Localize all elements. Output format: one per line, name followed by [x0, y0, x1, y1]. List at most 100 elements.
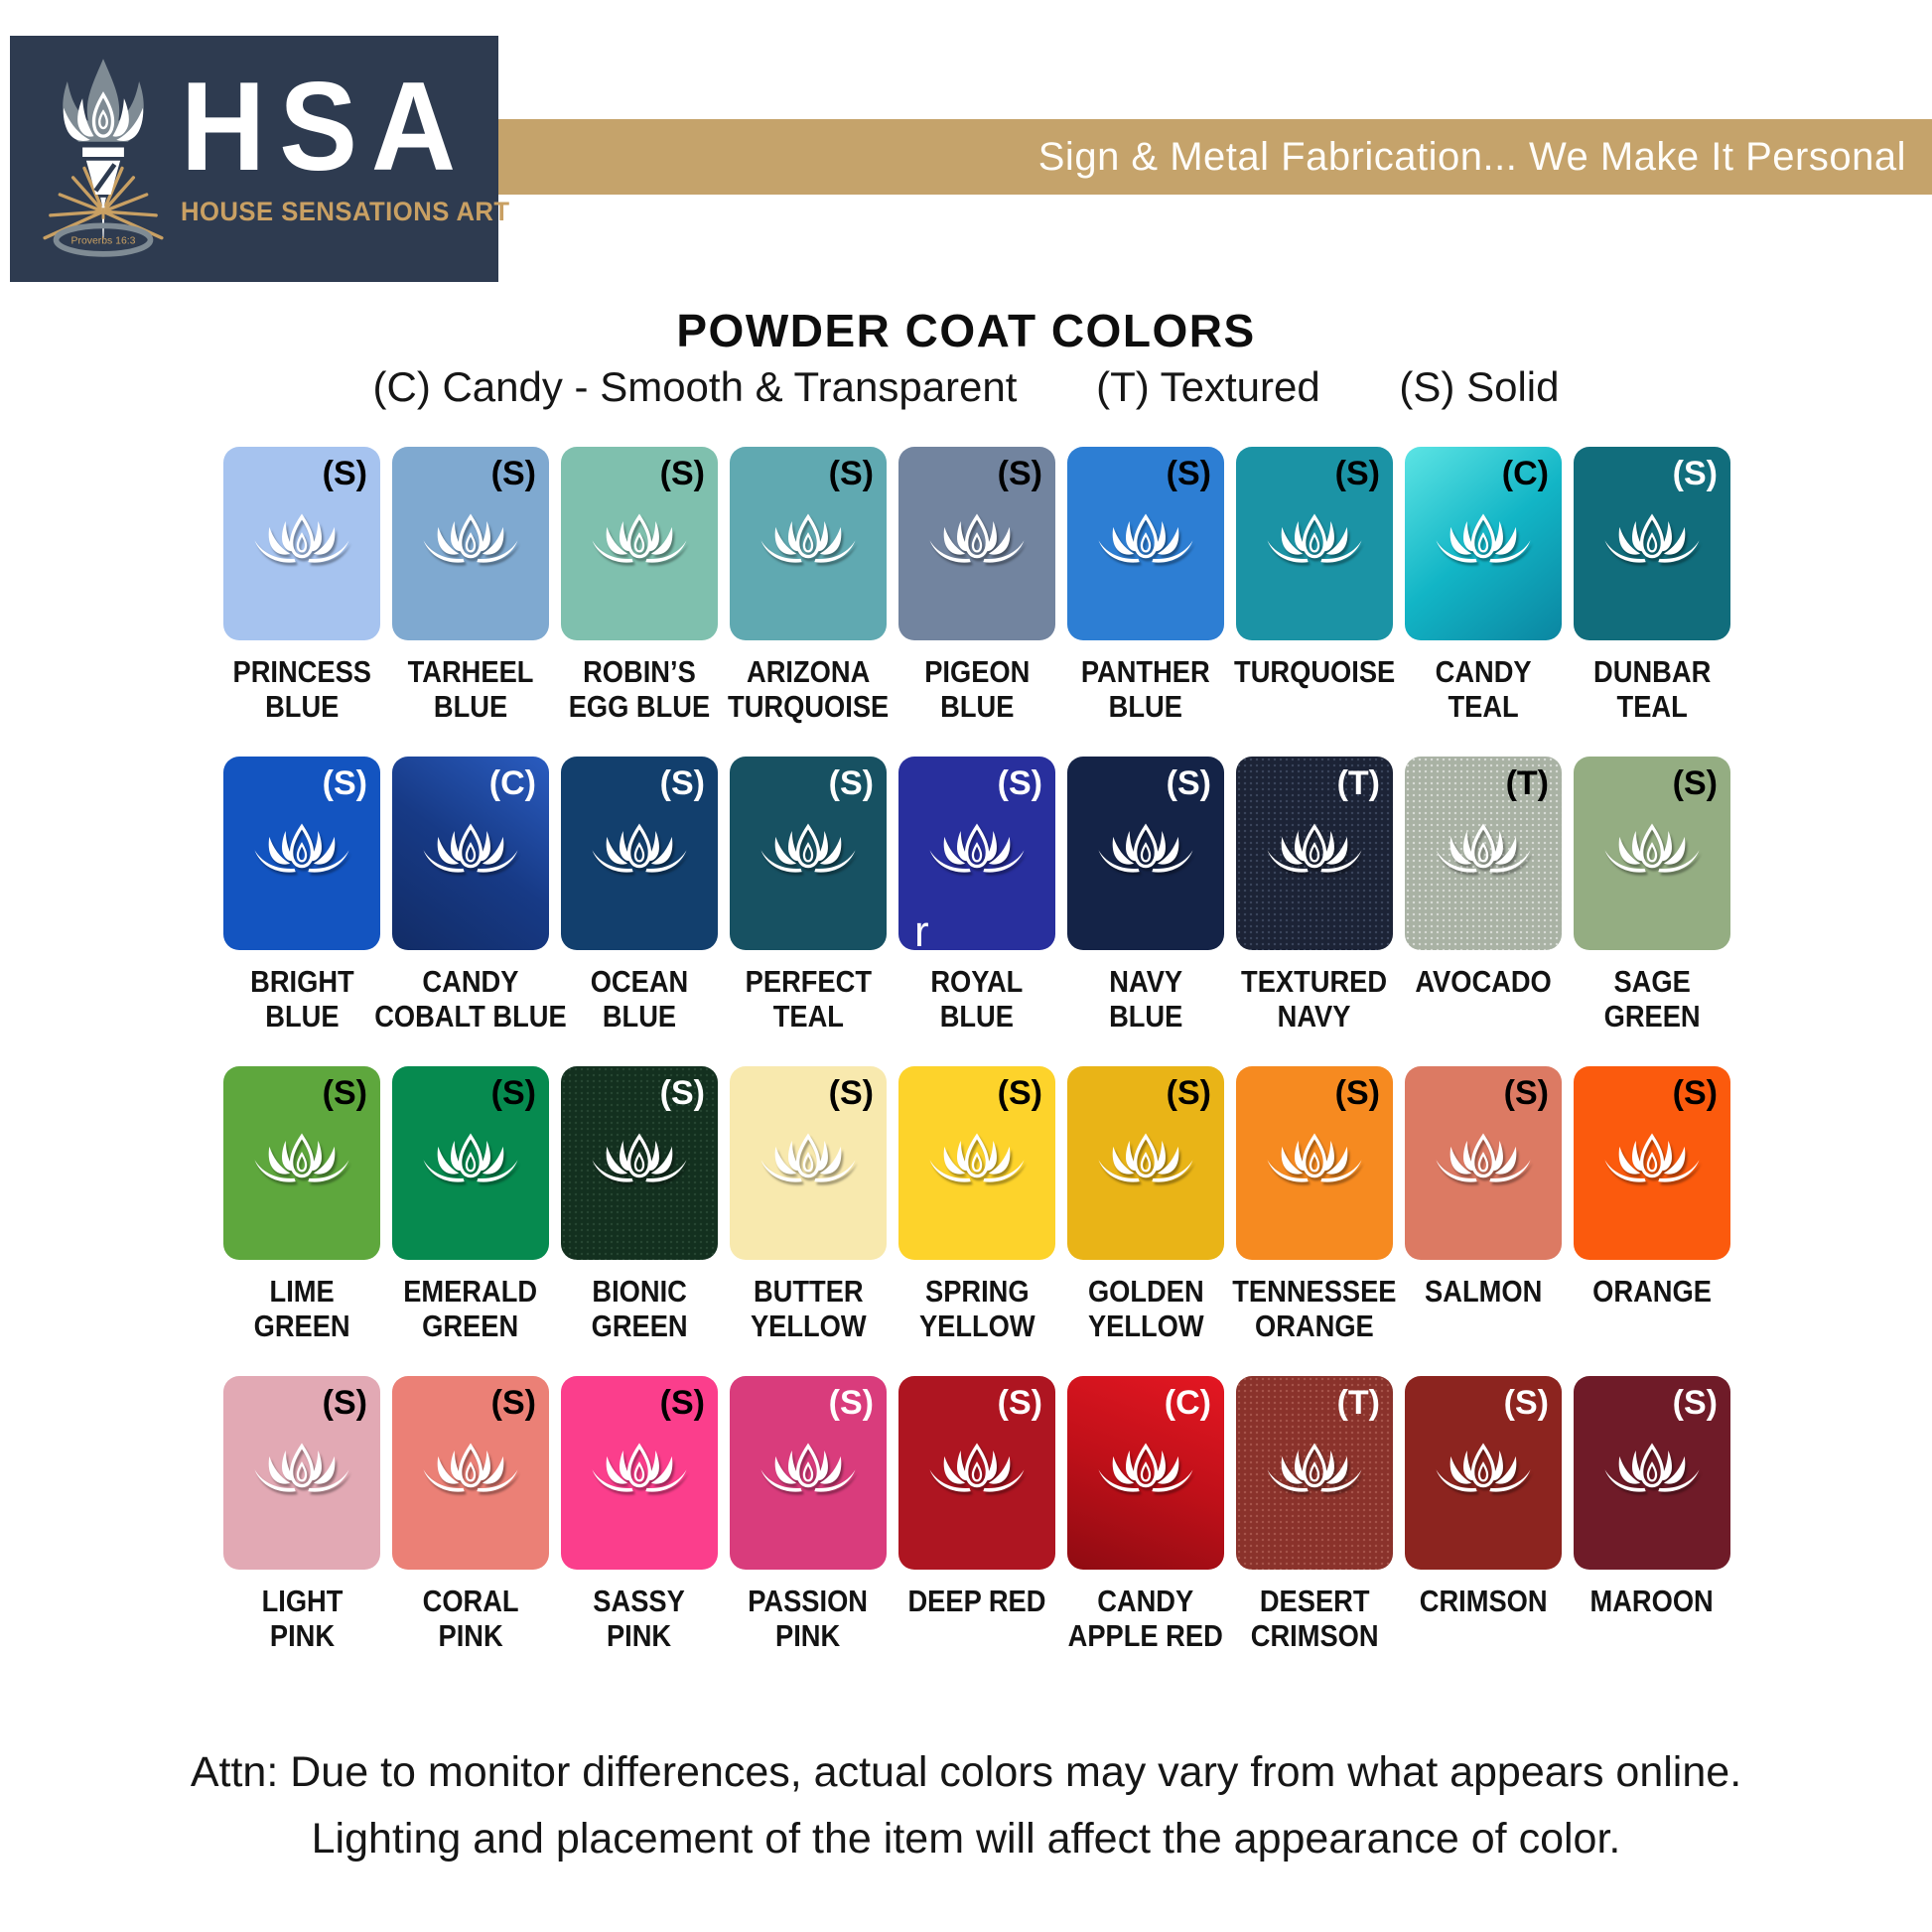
finish-type-label: (S): [1334, 1074, 1380, 1112]
swatch-cell-navy-blue: (S) NAVY BLUE: [1067, 757, 1224, 1066]
swatch-name-label: CANDY COBALT BLUE: [374, 964, 567, 1035]
swatch-cell-princess-blue: (S) PRINCESS BLUE: [223, 447, 380, 757]
logo-acronym: HSA: [181, 56, 471, 198]
finish-type-label: (T): [1505, 764, 1549, 802]
lotus-icon: [1098, 1133, 1193, 1182]
swatch-cell-robin-s-egg-blue: (S) ROBIN’S EGG BLUE: [561, 447, 718, 757]
swatch-cell-avocado: (T) AVOCADO: [1405, 757, 1562, 1066]
color-swatch: (S): [730, 1066, 887, 1260]
lotus-icon: [423, 513, 518, 563]
logo-verse-text: Proverbs 16:3: [71, 235, 136, 246]
lotus-icon: [1436, 1133, 1531, 1182]
finish-type-label: (S): [490, 1384, 536, 1422]
swatch-cell-candy-cobalt-blue: (C) CANDY COBALT BLUE: [374, 757, 567, 1066]
lotus-icon: [1604, 513, 1700, 563]
swatch-cell-golden-yellow: (S) GOLDEN YELLOW: [1067, 1066, 1224, 1376]
color-swatch: (S): [392, 1376, 549, 1570]
finish-type-label: (S): [1503, 1074, 1549, 1112]
swatch-name-label: LIGHT PINK: [261, 1584, 343, 1654]
lotus-icon: [1098, 1443, 1193, 1492]
color-swatch: (C): [392, 757, 549, 950]
lotus-icon: [929, 1133, 1025, 1182]
swatch-cell-sassy-pink: (S) SASSY PINK: [561, 1376, 718, 1686]
color-swatch: (C): [1405, 447, 1562, 640]
swatch-name-label: AVOCADO: [1415, 964, 1552, 999]
swatch-name-label: PIGEON BLUE: [923, 654, 1031, 725]
finish-type-label: (S): [1672, 764, 1718, 802]
color-swatch: (S): [898, 1066, 1055, 1260]
color-swatch: (S): [1236, 1066, 1393, 1260]
finish-type-label: (T): [1336, 764, 1380, 802]
lotus-icon: [760, 1443, 856, 1492]
finish-type-label: (S): [997, 764, 1042, 802]
color-swatch: (S): [223, 757, 380, 950]
disclaimer-line-1: Attn: Due to monitor differences, actual…: [190, 1748, 1742, 1796]
finish-type-label: (S): [1166, 764, 1211, 802]
lotus-icon: [423, 1443, 518, 1492]
finish-type-label: (S): [659, 1384, 705, 1422]
lotus-icon: [423, 823, 518, 873]
lotus-icon: [1604, 823, 1700, 873]
lotus-icon: [1436, 823, 1531, 873]
color-swatch: (S): [223, 1376, 380, 1570]
swatch-name-label: DEEP RED: [907, 1584, 1046, 1618]
swatch-cell-arizona-turquoise: (S) ARIZONA TURQUOISE: [728, 447, 889, 757]
swatch-cell-bright-blue: (S) BRIGHT BLUE: [223, 757, 380, 1066]
swatch-cell-royal-blue: (S) r ROYAL BLUE: [898, 757, 1055, 1066]
lotus-icon: [254, 1443, 349, 1492]
color-swatch: (S): [898, 447, 1055, 640]
finish-type-label: (S): [997, 455, 1042, 492]
swatch-row: (S) LIME GREEN (S) EMERALD GREEN (S) BIONIC G…: [223, 1066, 1732, 1376]
lotus-icon: [592, 1133, 687, 1182]
lotus-icon: [760, 1133, 856, 1182]
swatch-cell-bionic-green: (S) BIONIC GREEN: [561, 1066, 718, 1376]
finish-type-label: (C): [488, 764, 536, 802]
lotus-icon: [929, 513, 1025, 563]
swatch-name-label: SAGE GREEN: [1603, 964, 1701, 1035]
disclaimer: Attn: Due to monitor differences, actual…: [0, 1739, 1932, 1871]
swatch-name-label: ORANGE: [1592, 1274, 1712, 1309]
color-swatch: (S): [561, 1066, 718, 1260]
lotus-icon: [760, 823, 856, 873]
swatch-cell-spring-yellow: (S) SPRING YELLOW: [898, 1066, 1055, 1376]
color-swatch: (S): [898, 1376, 1055, 1570]
swatch-name-label: SASSY PINK: [593, 1584, 686, 1654]
finish-type-label: (T): [1336, 1384, 1380, 1422]
color-swatch: (S): [1067, 1066, 1224, 1260]
lotus-icon: [1436, 513, 1531, 563]
color-swatch: (S): [730, 1376, 887, 1570]
color-swatch: (S): [561, 447, 718, 640]
swatch-name-label: TARHEEL BLUE: [407, 654, 534, 725]
color-swatch: (S): [223, 447, 380, 640]
lotus-icon: [254, 823, 349, 873]
swatch-name-label: ROBIN’S EGG BLUE: [568, 654, 711, 725]
swatch-name-label: CANDY TEAL: [1435, 654, 1532, 725]
swatch-cell-tennessee-orange: (S) TENNESSEE ORANGE: [1232, 1066, 1397, 1376]
color-swatch: (S): [1405, 1376, 1562, 1570]
swatch-name-label: PANTHER BLUE: [1081, 654, 1210, 725]
lotus-icon: [1267, 1133, 1362, 1182]
swatch-cell-textured-navy: (T) TEXTURED NAVY: [1236, 757, 1393, 1066]
finish-type-label: (S): [1334, 455, 1380, 492]
swatch-name-label: OCEAN BLUE: [590, 964, 689, 1035]
swatch-cell-salmon: (S) SALMON: [1405, 1066, 1562, 1376]
swatch-name-label: SALMON: [1424, 1274, 1543, 1309]
color-swatch: (C): [1067, 1376, 1224, 1570]
finish-type-label: (S): [659, 455, 705, 492]
swatch-cell-light-pink: (S) LIGHT PINK: [223, 1376, 380, 1686]
finish-type-label: (S): [1503, 1384, 1549, 1422]
swatch-row: (S) BRIGHT BLUE (C) CANDY COBALT BLUE (S) OC…: [223, 757, 1732, 1066]
swatch-cell-passion-pink: (S) PASSION PINK: [730, 1376, 887, 1686]
color-swatch: (S): [1574, 1376, 1730, 1570]
lotus-icon: [1604, 1133, 1700, 1182]
stray-character: r: [914, 907, 929, 956]
swatch-name-label: ROYAL BLUE: [930, 964, 1024, 1035]
color-swatch: (S): [730, 447, 887, 640]
tagline-banner: Sign & Metal Fabrication... We Make It P…: [496, 119, 1932, 195]
finish-type-label: (S): [659, 1074, 705, 1112]
finish-type-label: (S): [1166, 1074, 1211, 1112]
swatch-name-label: NAVY BLUE: [1108, 964, 1183, 1035]
swatch-name-label: BRIGHT BLUE: [249, 964, 354, 1035]
finish-type-label: (S): [828, 455, 874, 492]
color-swatch: (S): [1067, 447, 1224, 640]
